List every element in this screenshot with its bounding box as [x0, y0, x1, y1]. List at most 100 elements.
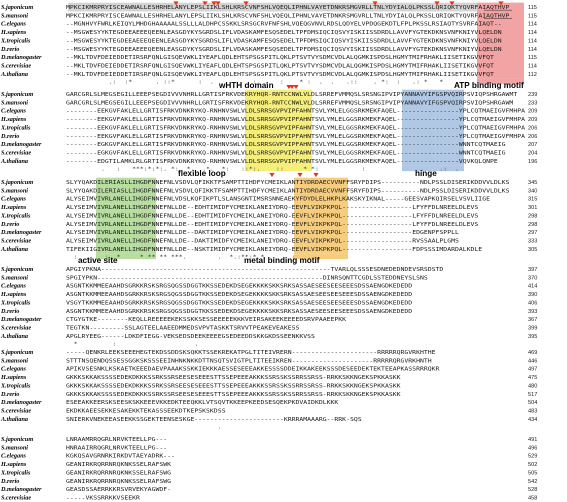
feature-labels: wHTH domain ATP binding motif flexible l… [78, 81, 524, 265]
conserved-residue-marker [211, 1, 217, 6]
residue-count: 446 [528, 358, 537, 364]
residue-count: 114 [528, 38, 537, 44]
residue-count: 301 [528, 205, 537, 211]
conserved-residue-marker [498, 1, 504, 6]
residue-count: 505 [528, 470, 537, 476]
residue-count: 469 [528, 350, 537, 356]
residue-count: 206 [528, 125, 537, 131]
atp-binding-motif-label: ATP binding motif [454, 81, 524, 90]
residue-count: 497 [528, 367, 537, 373]
residue-count: 434 [528, 417, 537, 423]
species-name: D.melanogaster [0, 316, 42, 323]
sequence-row: --------EEKGVFAKLELLGRTISFRKVDNKRYKQ-RNH… [66, 117, 526, 123]
sequence-row: GEANIRKRQRRNRQKNKSSELRAFSWG [66, 479, 172, 485]
conserved-residue-marker [297, 173, 303, 178]
residue-count: 517 [528, 392, 537, 398]
species-name: H.sapiens [0, 204, 27, 211]
sequence-row: LNRAAMRRQGRLNRVKTEELLPG--- [66, 437, 167, 443]
species-name: S.mansoni [1, 357, 28, 364]
species-name: C.elegans [1, 453, 27, 460]
sequence-row: GEASDSSAERRKKRSVRVEKYAGWDF- [66, 487, 171, 493]
sequence-row: GKKKSKKAKSSSSEDEKDKKKSSRKSSRSEESESEEESTT… [66, 392, 401, 398]
residue-count: 491 [528, 437, 537, 443]
sequence-row: --MKLTDVFDEIEDDETIRSRFQNLGISQEVWKLIYEAFL… [66, 63, 495, 69]
sequence-row: GKKKSKKAKSSSSEDEKDKKKSSRKSSRSEESESEEESTT… [66, 383, 401, 389]
sequence-row: HNRAAIRRQGRLNRVKTEELLPG--- [66, 445, 167, 451]
species-name: S.cerevisiae [1, 494, 31, 501]
residue-count: 393 [528, 309, 537, 315]
residue-count: 458 [528, 495, 537, 501]
sequence-row: --------EEKGVFAKLELLGRTISFRKVDNKRYKQ-RNH… [66, 134, 526, 140]
sequence-row: SPGIYPKN--------------------------------… [66, 275, 428, 281]
conservation-line: . [66, 425, 222, 431]
species-name: C.elegans [1, 108, 27, 115]
residue-count: 333 [528, 238, 537, 244]
species-name: D.melanogaster [0, 486, 42, 493]
atp-binding-band [477, 78, 524, 85]
residue-count: 397 [528, 267, 537, 273]
metal-binding-band [294, 253, 348, 260]
sequence-row: GEANIRKRQRRNRQKNKSSELRAFSWK [66, 462, 172, 468]
species-name: S.cerevisiae [1, 237, 31, 244]
residue-count: 297 [528, 230, 537, 236]
residue-count: 414 [528, 284, 537, 290]
residue-count: 370 [528, 275, 537, 281]
active-site-label: active site [78, 256, 118, 265]
sequence-row: SNIERKVNEKEEASEEKKSSGEKTEENSESKGE-------… [66, 417, 362, 423]
sequence-row: --MSGWESYYKTEGDEEAEEEQEENLEASGDYKYSGRDSL… [66, 47, 502, 53]
species-name: S.mansoni [1, 99, 28, 106]
species-name: A.thaliana [0, 246, 28, 253]
sequence-row: ALYSEIMVIVRLANELLIHGDFNNEFNLLDE--DAKTIMI… [66, 238, 459, 244]
residue-count: 204 [528, 150, 537, 156]
sequence-row: ALYSEIMVIVRLANELLIHGDFNNEFNLLDE--EDHTIMI… [66, 213, 478, 219]
species-name: S.mansoni [1, 274, 28, 281]
residue-count: 502 [528, 462, 537, 468]
residue-count: 345 [528, 180, 537, 186]
species-name: C.elegans [1, 196, 27, 203]
conserved-residue-marker [202, 1, 208, 6]
sequence-row: MPKCIKMRPRYISCEAWNALLESHRHELANYLEPSLIIKL… [66, 5, 510, 11]
species-name: X.tropicalis [0, 212, 31, 219]
sequence-row: KGKQSAVGRNRKIRKDVTAEYADRK--- [66, 454, 175, 460]
highlight-green [96, 177, 156, 254]
species-name: D.rerio [0, 308, 19, 315]
residue-count: 496 [528, 445, 537, 451]
sequence-row: --MSGWESYYKTEGDEEAEEEQEENLEASGDYKYSGRDSL… [66, 30, 502, 36]
species-name: S.cerevisiae [1, 324, 31, 331]
metal-binding-motif-label: metal binding motif [244, 256, 320, 265]
species-name: H.sapiens [0, 29, 27, 36]
highlight-yellow [245, 89, 312, 166]
sequence-row: SLYYQAKDILERIASLLIHGDFNNEFNLVSDVLQFIKKTF… [66, 188, 509, 194]
sequence-row: --MSGWESYYKTEGDEEAEEEQEENLEASGDYKYSGRDSL… [66, 38, 502, 44]
species-name: A.thaliana [0, 416, 28, 423]
species-name: D.rerio [0, 478, 19, 485]
residue-count: 483 [528, 408, 537, 414]
residue-count: 112 [528, 72, 537, 78]
species-name: S.japonicum [1, 179, 33, 186]
species-name: C.elegans [1, 366, 27, 373]
sequence-row: EKDKKAEESEKKESAKEKKTEKASSSEEKDTKEPSKSKDS… [66, 408, 225, 414]
sequence-row: SLYYQAKDILERIASLLIHGDFNNEFNLVSDVLQFIKKTF… [66, 180, 509, 186]
species-name: S.cerevisiae [1, 149, 31, 156]
sequence-row: -----QENKRLEEKSEEEHEGTEKDSSDDSKSQKKTSSEK… [66, 350, 436, 356]
species-name: S.cerevisiae [1, 407, 31, 414]
residue-count: 315 [528, 197, 537, 203]
highlight-blue [402, 89, 464, 166]
sequence-row: ESEEAKKEERSKSEESKSKKEEEVKKEDKTEEQKKLVTSQ… [66, 400, 339, 406]
active-site-band [96, 253, 156, 260]
residue-count: 480 [528, 383, 537, 389]
highlight-orange [294, 177, 348, 254]
sequence-row: APGLRYEEG------LDKDFIEGG-VEKSEDSDEEKEEEE… [66, 334, 315, 340]
residue-count: 115 [528, 55, 537, 61]
residue-count: 239 [528, 92, 537, 98]
species-name: A.thaliana [0, 333, 28, 340]
conservation-line: * : . [66, 342, 198, 348]
species-name: S.mansoni [1, 12, 28, 19]
conserved-residue-marker [449, 1, 455, 6]
residue-count: 395 [528, 334, 537, 340]
residue-count: 504 [528, 400, 537, 406]
residue-count: 207 [528, 142, 537, 148]
species-name: D.melanogaster [0, 229, 42, 236]
residue-count: 196 [528, 159, 537, 165]
sequence-row: TIFEKIIGIVRLANELLIHGDFNNEFNLLDE--NSKTIMI… [66, 247, 483, 253]
